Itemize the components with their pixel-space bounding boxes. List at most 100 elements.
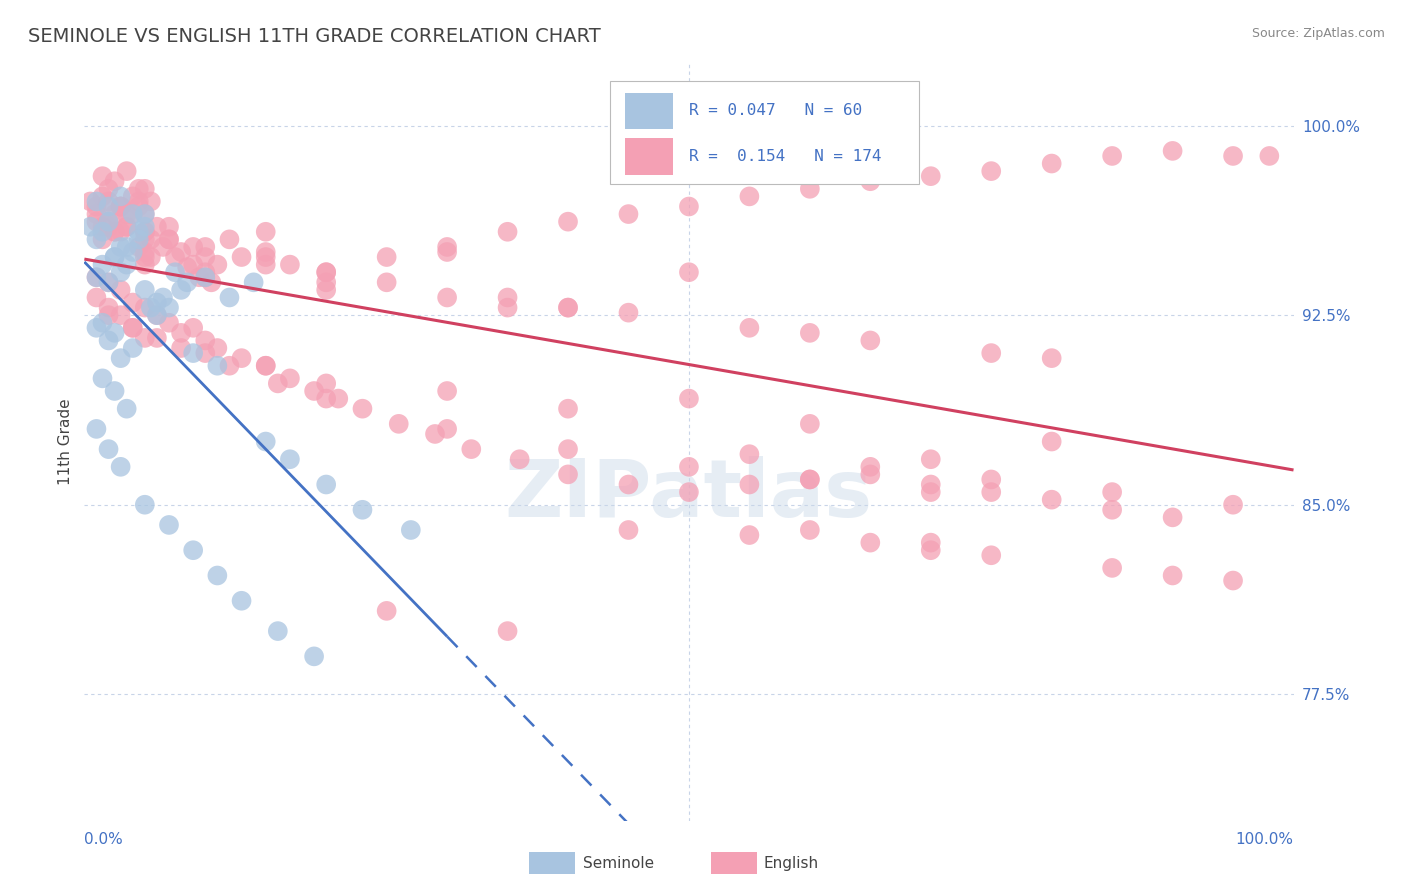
Point (1101, 149, 1123, 163)
Point (146, 331, 169, 345)
Point (157, 232, 180, 246)
Point (115, 164, 138, 178)
Bar (710, 853, 756, 874)
Point (218, 359, 240, 373)
Point (980, 473, 1002, 487)
Point (278, 452, 301, 467)
Point (1040, 156, 1063, 170)
Point (128, 232, 150, 246)
Point (170, 341, 193, 355)
Point (110, 265, 132, 279)
Point (110, 283, 132, 297)
Point (460, 442, 482, 457)
Point (134, 301, 156, 315)
Point (254, 359, 277, 373)
Point (134, 225, 156, 239)
Point (134, 283, 156, 297)
Point (254, 258, 277, 272)
Point (799, 473, 821, 487)
Point (134, 498, 156, 512)
Point (79, 219, 101, 234)
Point (738, 447, 761, 461)
Point (920, 535, 942, 549)
Point (157, 219, 180, 234)
Point (1161, 568, 1184, 582)
Point (1040, 351, 1063, 365)
Point (79, 194, 101, 209)
Point (436, 244, 458, 259)
Point (188, 270, 211, 285)
Point (678, 392, 700, 406)
Point (134, 182, 156, 196)
Point (134, 250, 156, 264)
Point (375, 604, 398, 618)
Point (436, 240, 458, 254)
Point (134, 258, 156, 272)
Point (194, 346, 217, 360)
Point (86, 270, 108, 285)
Point (128, 194, 150, 209)
Point (980, 549, 1002, 563)
Point (91, 258, 114, 272)
Point (91, 189, 114, 203)
Point (134, 331, 156, 345)
Point (152, 290, 174, 304)
Point (134, 219, 156, 234)
Point (207, 568, 229, 582)
Point (496, 301, 519, 315)
Text: 0.0%: 0.0% (84, 831, 124, 847)
Point (207, 359, 229, 373)
Point (121, 244, 143, 259)
Point (315, 265, 337, 279)
Point (181, 320, 204, 334)
Point (617, 207, 640, 221)
Point (91, 232, 114, 246)
Point (799, 182, 821, 196)
Point (315, 376, 337, 391)
Point (328, 392, 350, 406)
Point (97, 275, 120, 289)
Point (1222, 498, 1244, 512)
Point (278, 258, 301, 272)
Point (1161, 144, 1184, 158)
Point (557, 301, 579, 315)
Point (97, 182, 120, 196)
Point (91, 219, 114, 234)
Point (1222, 574, 1244, 588)
Point (738, 477, 761, 491)
Point (110, 199, 132, 213)
Point (278, 371, 301, 385)
Text: English: English (763, 855, 820, 871)
Point (352, 503, 374, 517)
Point (134, 244, 156, 259)
Point (157, 232, 180, 246)
Point (231, 250, 253, 264)
Point (157, 518, 180, 533)
Point (97, 308, 120, 322)
Point (86, 290, 108, 304)
Point (617, 305, 640, 319)
Point (139, 232, 162, 246)
Text: SEMINOLE VS ENGLISH 11TH GRADE CORRELATION CHART: SEMINOLE VS ENGLISH 11TH GRADE CORRELATI… (28, 27, 600, 45)
Point (97, 275, 120, 289)
Point (86, 207, 108, 221)
Point (1040, 492, 1063, 507)
Point (194, 265, 217, 279)
Point (496, 290, 519, 304)
Point (218, 232, 240, 246)
Point (91, 371, 114, 385)
Point (1101, 485, 1123, 500)
Point (134, 225, 156, 239)
Point (97, 442, 120, 457)
Point (110, 351, 132, 365)
Point (104, 250, 127, 264)
Point (678, 265, 700, 279)
Point (181, 240, 204, 254)
Point (128, 199, 150, 213)
Point (859, 174, 882, 188)
Point (194, 270, 217, 285)
Point (375, 250, 398, 264)
Point (86, 232, 108, 246)
Y-axis label: 11th Grade: 11th Grade (58, 398, 73, 485)
Point (375, 275, 398, 289)
